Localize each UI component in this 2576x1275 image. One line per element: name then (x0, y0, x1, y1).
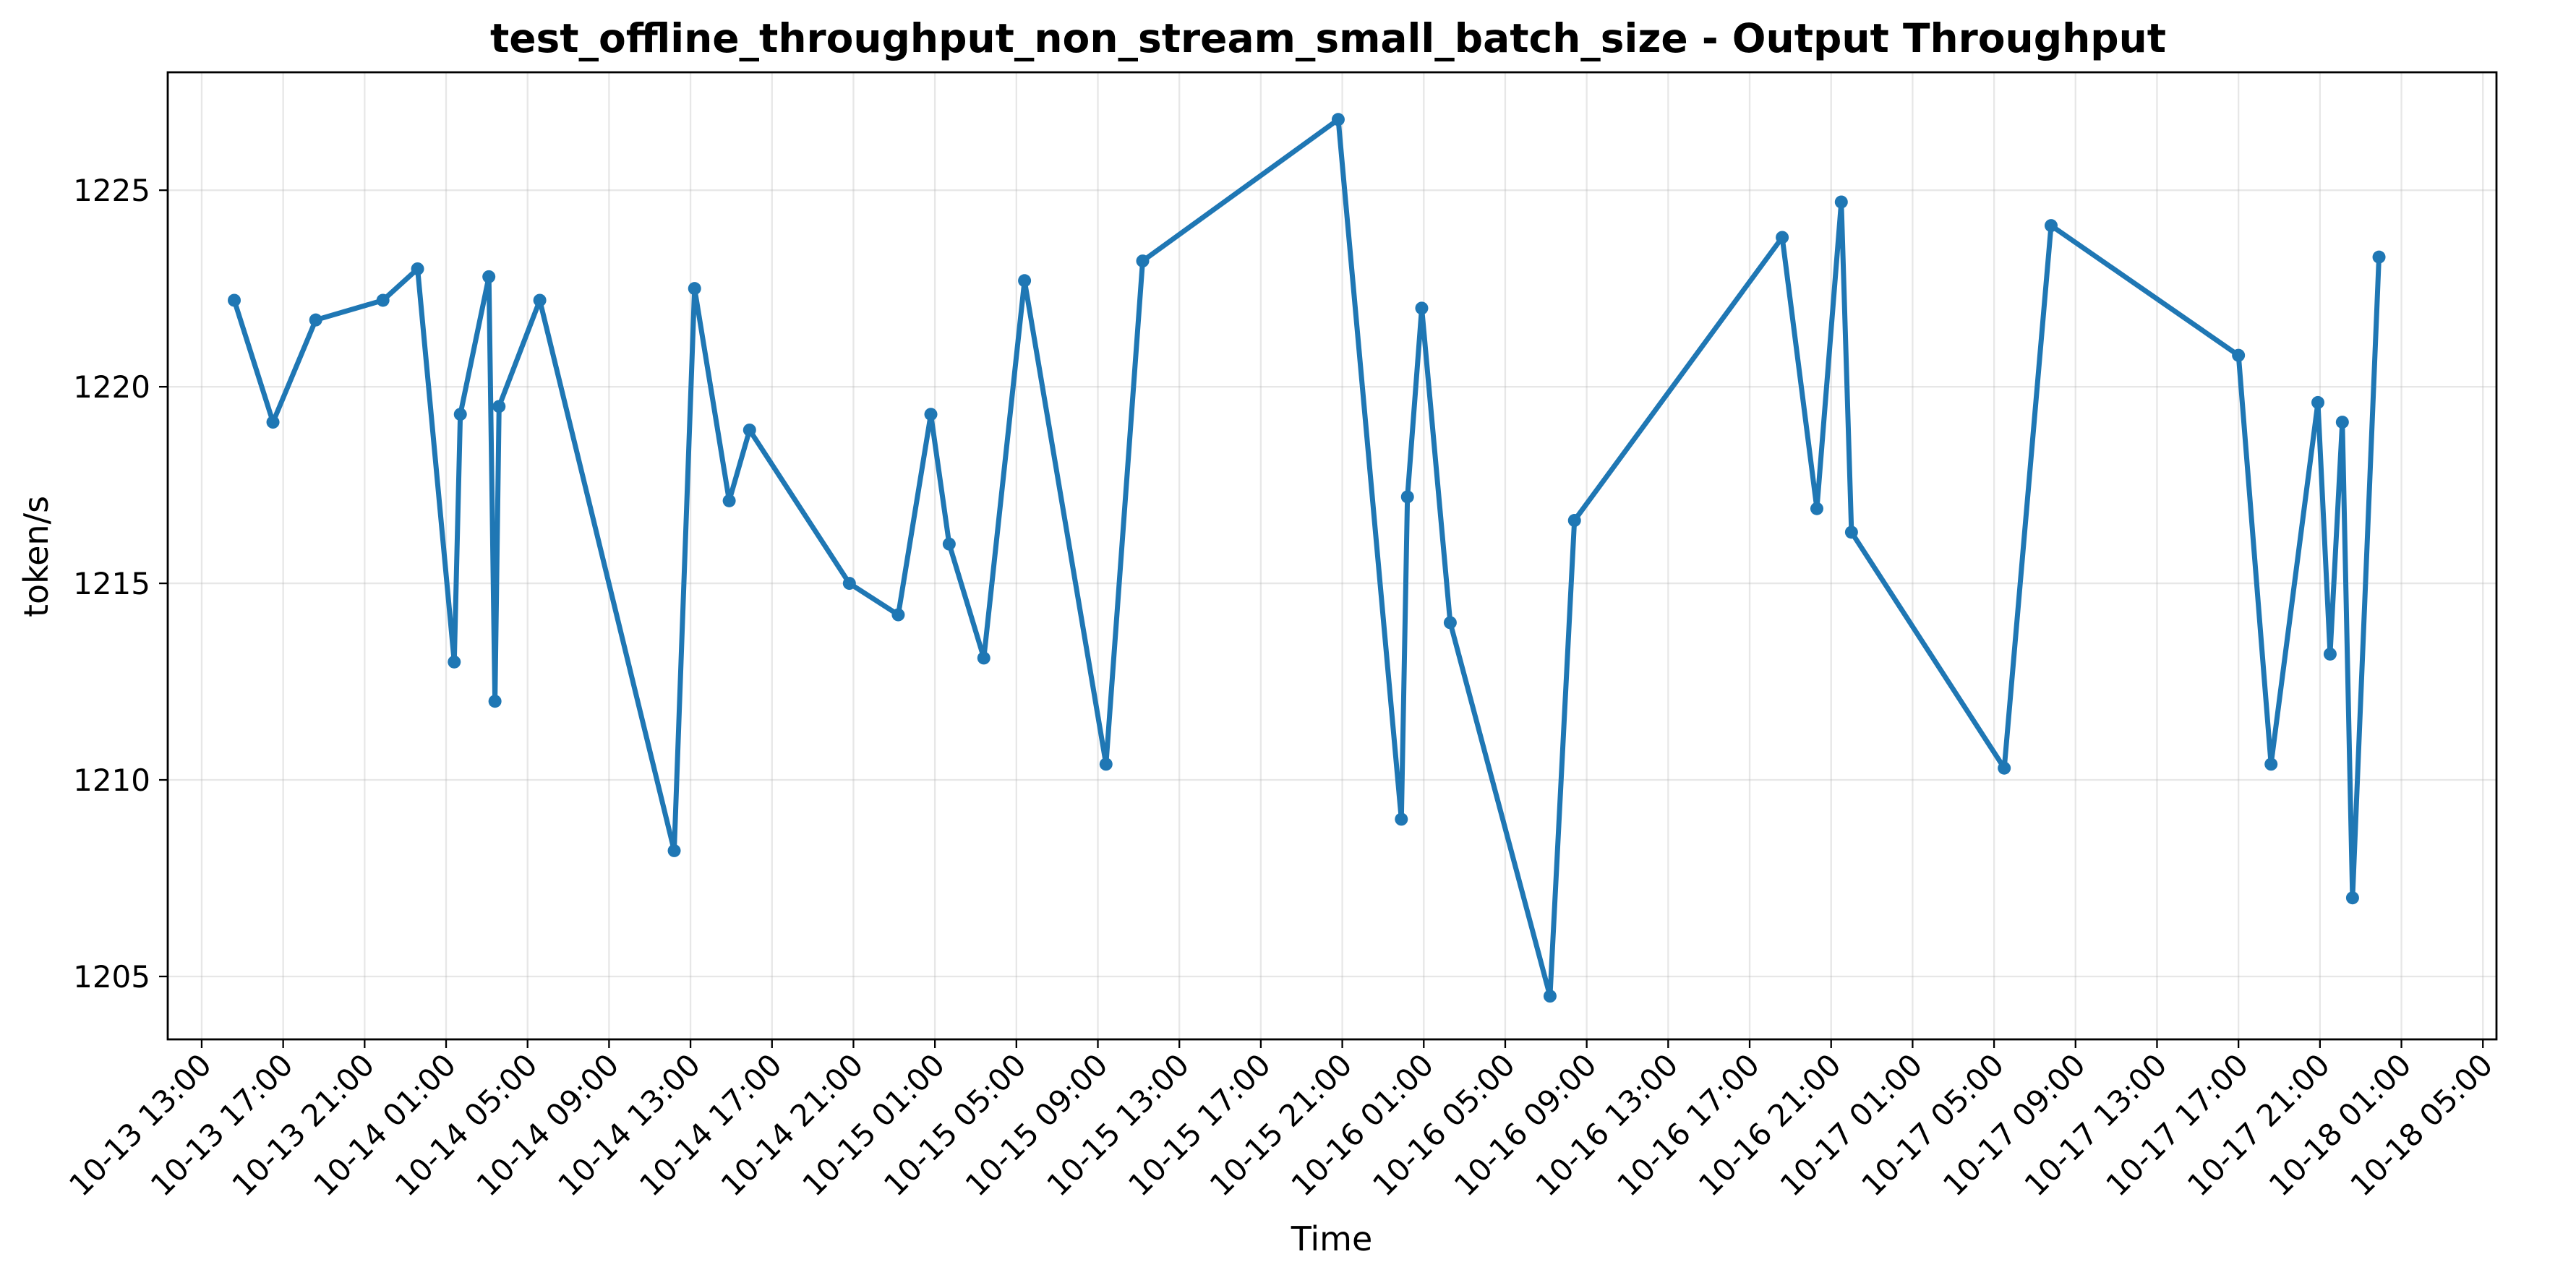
data-point (482, 270, 496, 283)
data-point (1136, 254, 1150, 268)
data-point (1810, 502, 1823, 515)
data-point (1543, 989, 1557, 1003)
data-point (1415, 301, 1429, 315)
data-point (1331, 113, 1345, 126)
y-tick-label: 1210 (73, 763, 150, 798)
data-point (2372, 250, 2386, 264)
data-point (411, 262, 424, 275)
data-point (533, 293, 547, 307)
data-point (376, 293, 390, 307)
chart-title: test_offline_throughput_non_stream_small… (490, 15, 2166, 61)
data-point (453, 408, 467, 421)
data-point (492, 400, 506, 413)
y-tick-label: 1205 (73, 959, 150, 995)
data-point (1395, 812, 1408, 826)
data-point (1776, 231, 1789, 244)
data-point (977, 651, 990, 665)
data-point (266, 416, 280, 429)
data-series (228, 113, 2386, 1003)
data-point (743, 423, 756, 437)
data-point (722, 494, 736, 507)
data-point (1844, 525, 1858, 539)
y-axis-label: token/s (17, 496, 56, 617)
data-point (2264, 757, 2278, 771)
data-point (1018, 274, 1032, 288)
data-point (942, 537, 956, 551)
grid-lines (168, 72, 2496, 1039)
data-point (2044, 219, 2058, 233)
data-point (1400, 490, 1414, 504)
data-point (2311, 395, 2325, 409)
data-point (448, 655, 461, 669)
data-point (228, 293, 241, 307)
data-point (924, 408, 938, 421)
data-point (2232, 348, 2246, 362)
data-point (309, 313, 322, 327)
data-point (1998, 761, 2011, 775)
y-axis: 1205 1210 1215 1220 1225 (73, 173, 168, 995)
data-point (2335, 416, 2349, 429)
data-point (842, 577, 856, 591)
data-point (2345, 891, 2359, 905)
data-point (1443, 616, 1457, 630)
data-point (688, 282, 701, 296)
data-point (1834, 195, 1848, 209)
data-point (1099, 757, 1113, 771)
data-point (488, 695, 502, 708)
data-point (891, 608, 905, 622)
y-tick-label: 1225 (73, 173, 150, 208)
data-point (667, 843, 681, 857)
y-tick-label: 1215 (73, 566, 150, 601)
y-tick-label: 1220 (73, 369, 150, 405)
data-point (2323, 647, 2337, 661)
x-axis-label: Time (1291, 1219, 1373, 1258)
data-point (1567, 514, 1581, 528)
plot-frame (166, 71, 2498, 1041)
